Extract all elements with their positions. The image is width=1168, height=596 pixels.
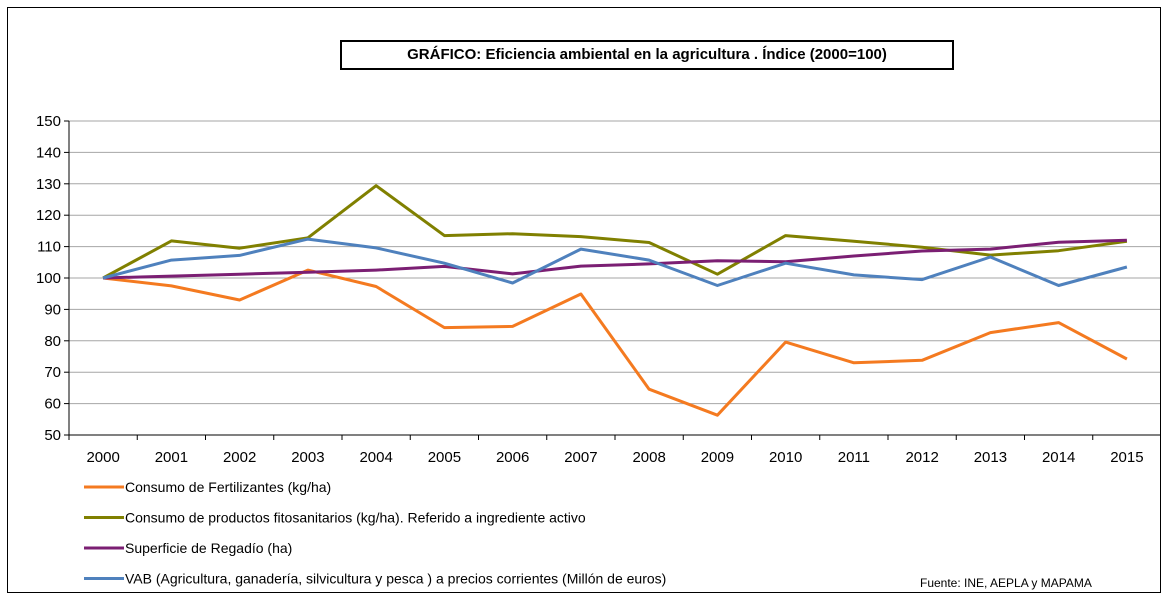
x-tick-label: 2005 — [428, 449, 461, 466]
y-tick-label: 80 — [44, 333, 61, 350]
y-tick-label: 150 — [36, 113, 61, 130]
y-tick-label: 70 — [44, 364, 61, 381]
legend-label-3: Superficie de Regadío (ha) — [125, 540, 292, 556]
y-tick-label: 140 — [36, 144, 61, 161]
y-tick-label: 90 — [44, 301, 61, 318]
x-tick-label: 2003 — [291, 449, 324, 466]
legend-label-2: Consumo de productos fitosanitarios (kg/… — [125, 510, 586, 526]
x-tick-label: 2010 — [769, 449, 802, 466]
y-tick-label: 120 — [36, 207, 61, 224]
x-tick-label: 2004 — [359, 449, 392, 466]
x-tick-label: 2000 — [86, 449, 119, 466]
legend-label-1: Consumo de Fertilizantes (kg/ha) — [125, 479, 331, 495]
series-line-3 — [103, 238, 1127, 280]
x-tick-label: 2002 — [223, 449, 256, 466]
chart-title: GRÁFICO: Eficiencia ambiental en la agri… — [340, 40, 954, 70]
x-tick-label: 2009 — [701, 449, 734, 466]
y-tick-label: 110 — [37, 239, 61, 256]
x-tick-label: 2007 — [564, 449, 597, 466]
series-lines — [102, 184, 1128, 417]
chart-frame: 50 60 70 80 90 100 110 120 130 140 150 2000 2001 200… — [7, 7, 1161, 593]
series-line-1 — [102, 268, 1128, 417]
x-tick-label: 2008 — [632, 449, 665, 466]
legend: Consumo de Fertilizantes (kg/ha) Consumo … — [84, 479, 666, 587]
y-tick-label: 60 — [44, 396, 61, 413]
x-tick-label: 2001 — [155, 449, 188, 466]
x-tick-label: 2011 — [838, 449, 870, 466]
source-note: Fuente: INE, AEPLA y MAPAMA — [920, 576, 1092, 590]
x-tick-label: 2012 — [905, 449, 938, 466]
y-tick-label: 130 — [36, 176, 61, 193]
y-axis-tick-labels: 50 60 70 80 90 100 110 120 130 140 150 — [36, 113, 61, 444]
legend-label-4: VAB (Agricultura, ganadería, silvicultur… — [125, 571, 666, 587]
y-tick-label: 100 — [36, 270, 61, 287]
x-tick-label: 2015 — [1110, 449, 1143, 466]
x-tick-label: 2014 — [1042, 449, 1075, 466]
series-line-4 — [102, 237, 1128, 287]
x-axis-tick-labels: 2000 2001 2002 2003 2004 2005 2006 2007 2008 2009… — [86, 449, 1143, 466]
grid-lines — [69, 120, 1160, 405]
axes — [64, 120, 1160, 440]
x-tick-label: 2006 — [496, 449, 529, 466]
x-tick-label: 2013 — [974, 449, 1007, 466]
y-tick-label: 50 — [44, 427, 61, 444]
